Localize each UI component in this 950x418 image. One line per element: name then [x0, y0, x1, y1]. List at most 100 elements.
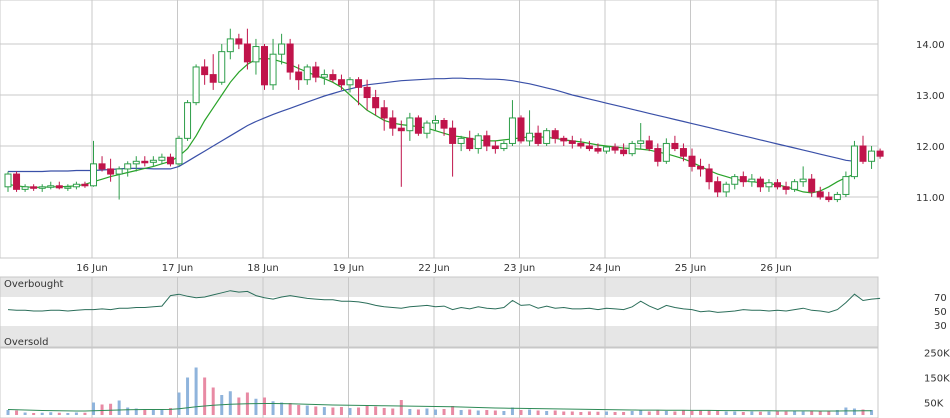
candle-body [329, 74, 337, 81]
overbought-band [0, 277, 878, 297]
volume-bar [32, 413, 36, 415]
volume-panel: 250K 150K 50K [0, 347, 950, 418]
volume-bar [579, 412, 583, 415]
date-tick-label: 17 Jun [162, 263, 194, 274]
volume-tick-label: 250K [924, 349, 950, 360]
volume-bar [382, 408, 386, 415]
volume-bar [741, 412, 745, 415]
volume-bar [23, 412, 27, 415]
candle-body [278, 43, 286, 55]
candle-body [568, 140, 576, 144]
volume-bar [681, 410, 685, 415]
candle-body [620, 149, 628, 155]
volume-bar [690, 411, 694, 415]
candle-body [235, 38, 243, 45]
candle-body [380, 107, 388, 119]
candle-body [714, 181, 722, 193]
volume-bar [134, 408, 138, 415]
volume-bar [613, 412, 617, 415]
candle-body [705, 168, 713, 183]
candle-body [534, 132, 542, 144]
volume-bar [357, 407, 361, 415]
candle-body [585, 145, 593, 150]
candle-body [765, 182, 773, 188]
volume-bar [228, 391, 232, 415]
candle-body [868, 150, 876, 162]
long-moving-average-line [8, 77, 855, 173]
volume-bar [263, 397, 266, 415]
price-panel: 14.00 13.00 12.00 11.00 16 Jun 17 Jun 18 Jun 19… [0, 0, 945, 274]
volume-bar [493, 410, 497, 415]
volume-bar [818, 411, 822, 415]
oscillator-tick-label: 70 [934, 293, 947, 304]
oscillator-plot-area [0, 276, 879, 348]
volume-tick-label: 150K [924, 374, 950, 385]
candle-body [722, 183, 730, 193]
candle-body [731, 176, 739, 185]
candle-body [269, 53, 277, 86]
candle-body [337, 79, 345, 86]
candle-body [261, 46, 268, 86]
volume-bar [852, 408, 856, 415]
candle-body [295, 71, 303, 81]
volume-bar [451, 406, 455, 415]
candle-body [833, 193, 841, 201]
candle-body [252, 46, 260, 63]
date-tick-label: 16 Jun [76, 263, 108, 274]
candle-body [628, 142, 636, 155]
candle-body [201, 66, 209, 76]
candle-body [842, 176, 850, 195]
candle-body [30, 186, 38, 189]
candle-body [124, 163, 132, 170]
volume-bar [793, 411, 797, 415]
overbought-label: Overbought [4, 279, 64, 290]
volume-bar [861, 409, 865, 415]
candle-body [21, 186, 29, 190]
candle-body [850, 145, 858, 178]
candle-body [491, 145, 499, 150]
candle-body [748, 178, 756, 183]
volume-bar [784, 411, 788, 415]
volume-bar [707, 410, 711, 415]
candle-body [457, 137, 465, 144]
short-moving-average-line [7, 57, 855, 194]
candle-body [107, 168, 115, 175]
volume-bar [545, 411, 549, 415]
candle-body [808, 178, 816, 193]
price-tick-label: 12.00 [916, 142, 945, 153]
oscillator-tick-label: 50 [934, 307, 947, 318]
candle-body [286, 43, 294, 73]
volume-bar [168, 408, 172, 415]
candle-body [132, 160, 140, 165]
volume-bar [596, 411, 600, 415]
volume-bar [288, 403, 292, 415]
candle-body [72, 183, 80, 188]
candle-body [662, 142, 670, 162]
volume-bar [664, 411, 668, 415]
candle-body [389, 117, 397, 129]
candle-body [303, 66, 311, 81]
date-tick-label: 23 Jun [504, 263, 536, 274]
oversold-band [0, 326, 878, 347]
candle-body [517, 117, 525, 142]
oscillator-panel: Overbought Oversold 70 50 30 [0, 276, 947, 348]
candle-body [825, 196, 833, 201]
candle-body [697, 165, 705, 170]
candle-body [526, 132, 534, 142]
volume-bar [186, 377, 190, 415]
candle-body [175, 137, 183, 165]
oscillator-tick-label: 30 [934, 321, 947, 332]
candle-body [184, 102, 192, 139]
candle-body [423, 122, 431, 134]
volume-bar [553, 410, 557, 415]
volume-bar [767, 411, 771, 415]
volume-bar [639, 410, 643, 415]
volume-bar [416, 409, 420, 415]
candle-body [226, 38, 234, 53]
candle-body [355, 79, 363, 88]
date-tick-label: 19 Jun [333, 263, 365, 274]
candle-body [47, 185, 55, 188]
date-tick-label: 26 Jun [760, 263, 792, 274]
volume-bar [434, 409, 437, 415]
volume-bar [391, 408, 395, 415]
